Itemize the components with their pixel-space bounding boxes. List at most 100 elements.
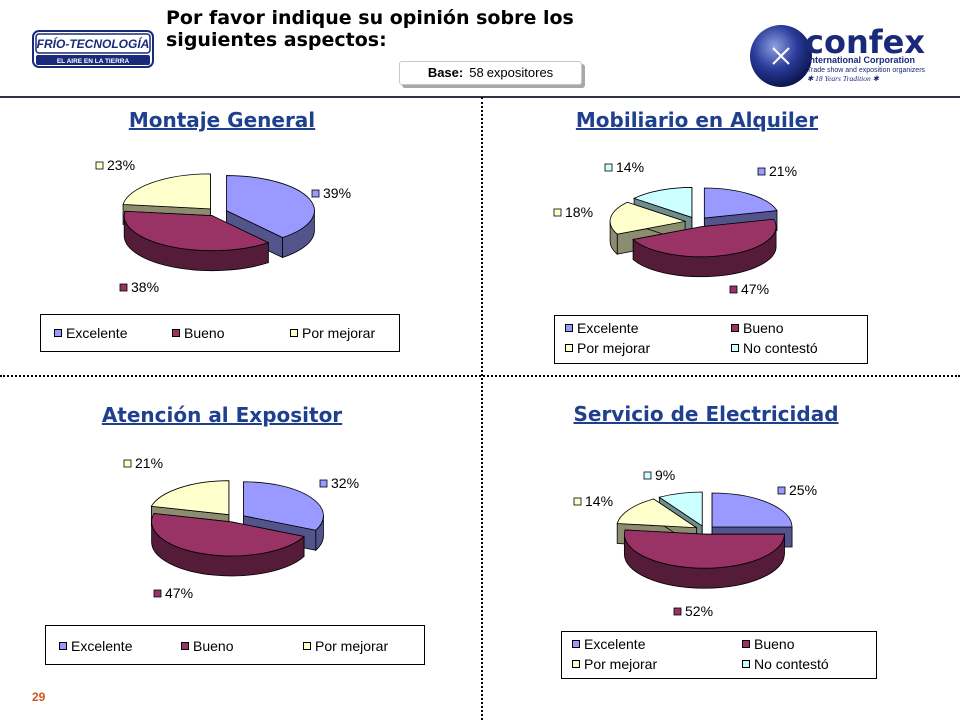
data-label: 32%	[319, 475, 359, 491]
base-info-box: Base: 58 expositores	[399, 61, 582, 85]
svg-text:38%: 38%	[131, 279, 159, 295]
legend-label: Por mejorar	[302, 325, 376, 341]
legend-swatch	[290, 329, 298, 337]
chart-legend: Excelente Bueno Por mejorar	[45, 625, 425, 665]
svg-text:18%: 18%	[565, 204, 593, 220]
chart-legend: Excelente Bueno Por mejorar	[40, 314, 400, 352]
header-divider	[0, 96, 960, 98]
data-label: 47%	[729, 281, 769, 297]
base-unit: expositores	[486, 65, 554, 80]
page-number: 29	[32, 690, 46, 704]
legend-swatch	[303, 642, 311, 650]
confex-logo: confex International Corporation Trade s…	[750, 23, 926, 87]
vertical-divider	[481, 97, 483, 720]
frio-tecnologia-logo: FRÍO-TECNOLOGÍA EL AIRE EN LA TIERRA	[32, 30, 154, 68]
legend-item: Bueno	[731, 320, 783, 336]
svg-text:47%: 47%	[741, 281, 769, 297]
legend-item: No contestó	[731, 340, 818, 356]
data-label: 18%	[553, 204, 593, 220]
svg-text:✱ 18 Years Tradition ✱: ✱ 18 Years Tradition ✱	[807, 74, 880, 83]
legend-item: No contestó	[742, 656, 829, 672]
svg-text:21%: 21%	[769, 163, 797, 179]
chart-title: Atención al Expositor	[101, 403, 343, 427]
legend-item: Por mejorar	[572, 656, 657, 672]
base-value: 58	[469, 65, 484, 80]
page-title: Por favor indique su opinión sobre los s…	[166, 7, 666, 51]
logo-left-line2: EL AIRE EN LA TIERRA	[57, 58, 130, 65]
legend-label: Por mejorar	[584, 656, 658, 672]
legend-item: Por mejorar	[290, 325, 375, 341]
legend-label: Bueno	[743, 320, 784, 336]
legend-item: Bueno	[181, 638, 233, 654]
pie-slice	[632, 218, 777, 278]
data-label: 47%	[153, 585, 193, 601]
chart-legend: Excelente Bueno Por mejorar No contestó	[554, 315, 868, 364]
pie-slice	[226, 175, 315, 259]
chart-legend: Excelente Bueno Por mejorar No contestó	[561, 631, 877, 679]
chart-title: Montaje General	[128, 108, 316, 132]
svg-text:39%: 39%	[323, 185, 351, 201]
legend-swatch	[565, 344, 573, 352]
legend-swatch	[172, 329, 180, 337]
svg-text:47%: 47%	[165, 585, 193, 601]
legend-swatch	[565, 324, 573, 332]
pie-slice	[623, 529, 785, 589]
page-title-line2: siguientes aspectos:	[166, 29, 387, 51]
legend-swatch	[731, 344, 739, 352]
data-label: 14%	[573, 493, 613, 509]
legend-swatch	[742, 640, 750, 648]
data-label: 14%	[604, 159, 644, 175]
svg-text:14%: 14%	[616, 159, 644, 175]
legend-item: Por mejorar	[303, 638, 388, 654]
data-label: 52%	[673, 603, 713, 619]
data-label: 39%	[311, 185, 351, 201]
legend-swatch	[181, 642, 189, 650]
legend-label: Excelente	[577, 320, 639, 336]
legend-item: Bueno	[172, 325, 224, 341]
legend-item: Por mejorar	[565, 340, 650, 356]
legend-label: No contestó	[743, 340, 818, 356]
legend-label: Por mejorar	[577, 340, 651, 356]
legend-swatch	[54, 329, 62, 337]
legend-item: Excelente	[54, 325, 127, 341]
confex-star-left-icon: ✱	[807, 74, 815, 83]
legend-label: No contestó	[754, 656, 829, 672]
legend-label: Excelente	[66, 325, 128, 341]
svg-text:9%: 9%	[655, 467, 675, 483]
svg-text:52%: 52%	[685, 603, 713, 619]
data-label: 21%	[123, 455, 163, 471]
confex-star-right-icon: ✱	[871, 74, 880, 83]
chart-title: Mobiliario en Alquiler	[575, 108, 819, 132]
legend-label: Bueno	[193, 638, 234, 654]
legend-swatch	[59, 642, 67, 650]
legend-swatch	[572, 660, 580, 668]
legend-label: Bueno	[184, 325, 225, 341]
data-label: 23%	[95, 157, 135, 173]
data-label: 25%	[777, 482, 817, 498]
legend-label: Bueno	[754, 636, 795, 652]
svg-text:23%: 23%	[107, 157, 135, 173]
page-title-line1: Por favor indique su opinión sobre los	[166, 7, 574, 29]
base-label: Base:	[427, 65, 464, 80]
legend-label: Por mejorar	[315, 638, 389, 654]
confex-line3: 18 Years Tradition	[815, 74, 871, 83]
legend-swatch	[731, 324, 739, 332]
horizontal-divider	[0, 375, 960, 377]
chart-title: Servicio de Electricidad	[573, 402, 839, 426]
svg-text:32%: 32%	[331, 475, 359, 491]
legend-item: Excelente	[572, 636, 645, 652]
pie-slice	[151, 513, 305, 577]
legend-swatch	[572, 640, 580, 648]
legend-item: Excelente	[59, 638, 132, 654]
svg-text:21%: 21%	[135, 455, 163, 471]
legend-item: Bueno	[742, 636, 794, 652]
pie-slice	[123, 210, 270, 272]
